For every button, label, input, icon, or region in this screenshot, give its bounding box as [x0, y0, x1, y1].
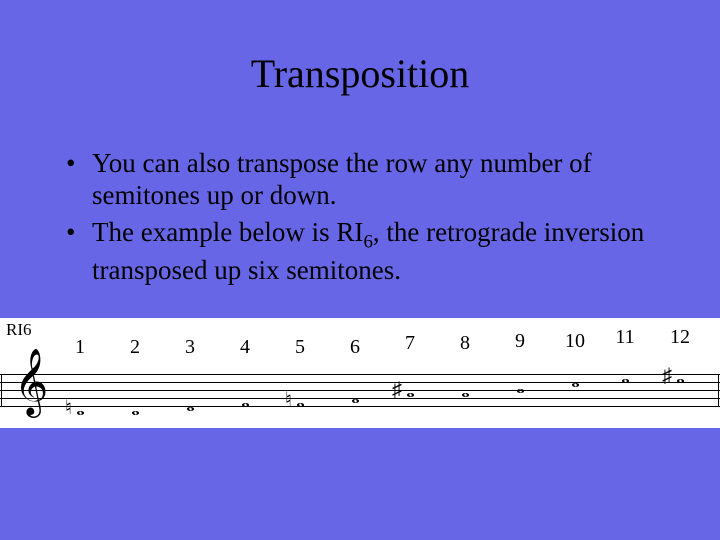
note-icon: 𝅝	[351, 385, 359, 407]
note-number: 1	[75, 336, 85, 359]
note-number: 5	[295, 336, 305, 359]
bullet-text: You can also transpose the row any numbe…	[92, 148, 592, 210]
bullet-text-pre: The example below is RI	[92, 217, 363, 247]
note-number: 8	[460, 332, 470, 355]
note-number: 12	[670, 326, 690, 349]
note-number: 4	[240, 336, 250, 359]
note-number: 11	[615, 326, 634, 349]
bullet-item: You can also transpose the row any numbe…	[60, 147, 660, 212]
note-icon: 𝅝	[76, 397, 84, 419]
note-number: 9	[515, 330, 525, 353]
staff-line	[0, 382, 720, 383]
row-label: RI6	[6, 320, 32, 340]
note-icon: 𝅝	[131, 397, 139, 419]
accidental-icon: ♯	[662, 366, 672, 386]
staff-line	[0, 390, 720, 391]
note-icon: 𝅝	[296, 389, 304, 411]
note-icon: 𝅝	[461, 379, 469, 401]
slide: Transposition You can also transpose the…	[0, 0, 720, 540]
note-number: 2	[130, 336, 140, 359]
note-icon: 𝅝	[571, 369, 579, 391]
bullet-item: The example below is RI6, the retrograde…	[60, 216, 660, 286]
note-number: 7	[405, 332, 415, 355]
accidental-icon: ♮	[65, 398, 72, 418]
staff-line	[0, 374, 720, 375]
treble-clef-icon: 𝄞	[14, 353, 48, 411]
accidental-icon: ♯	[392, 380, 402, 400]
barline	[718, 374, 719, 407]
note-number: 3	[185, 336, 195, 359]
staff-line	[0, 398, 720, 399]
music-notation: RI6 𝄞 1 2 3 4 5 6 7 8 9 10 11 12 ♮ 𝅝 𝅝 𝅝…	[0, 318, 720, 428]
barline	[1, 374, 2, 407]
note-icon: 𝅝	[241, 389, 249, 411]
note-number: 10	[565, 330, 585, 353]
bullet-list: You can also transpose the row any numbe…	[0, 97, 720, 286]
note-icon: 𝅝	[621, 365, 629, 387]
slide-title: Transposition	[0, 0, 720, 97]
note-icon: 𝅝	[676, 365, 684, 387]
note-number: 6	[350, 336, 360, 359]
note-icon: 𝅝	[186, 393, 194, 415]
note-icon: 𝅝	[406, 379, 414, 401]
accidental-icon: ♮	[285, 390, 292, 410]
bullet-subscript: 6	[363, 231, 372, 252]
staff-line	[0, 406, 720, 407]
note-icon: 𝅝	[516, 375, 524, 397]
